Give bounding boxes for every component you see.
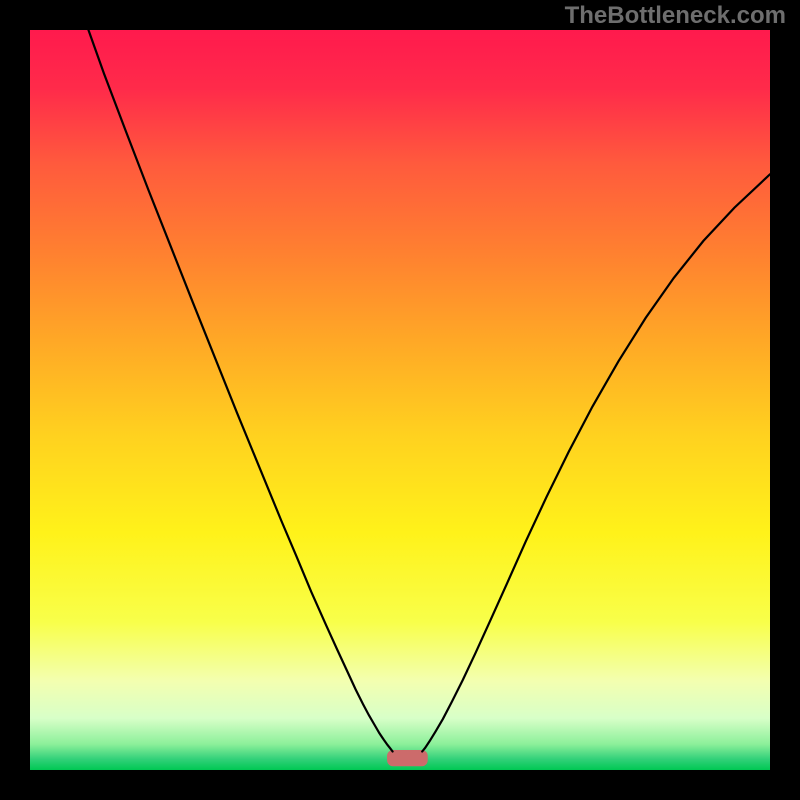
gradient-background <box>30 30 770 770</box>
watermark-text: TheBottleneck.com <box>565 2 786 30</box>
chart-svg <box>30 30 770 770</box>
bottleneck-marker <box>387 750 428 766</box>
chart-container: TheBottleneck.com <box>0 0 800 800</box>
plot-area <box>30 30 770 770</box>
